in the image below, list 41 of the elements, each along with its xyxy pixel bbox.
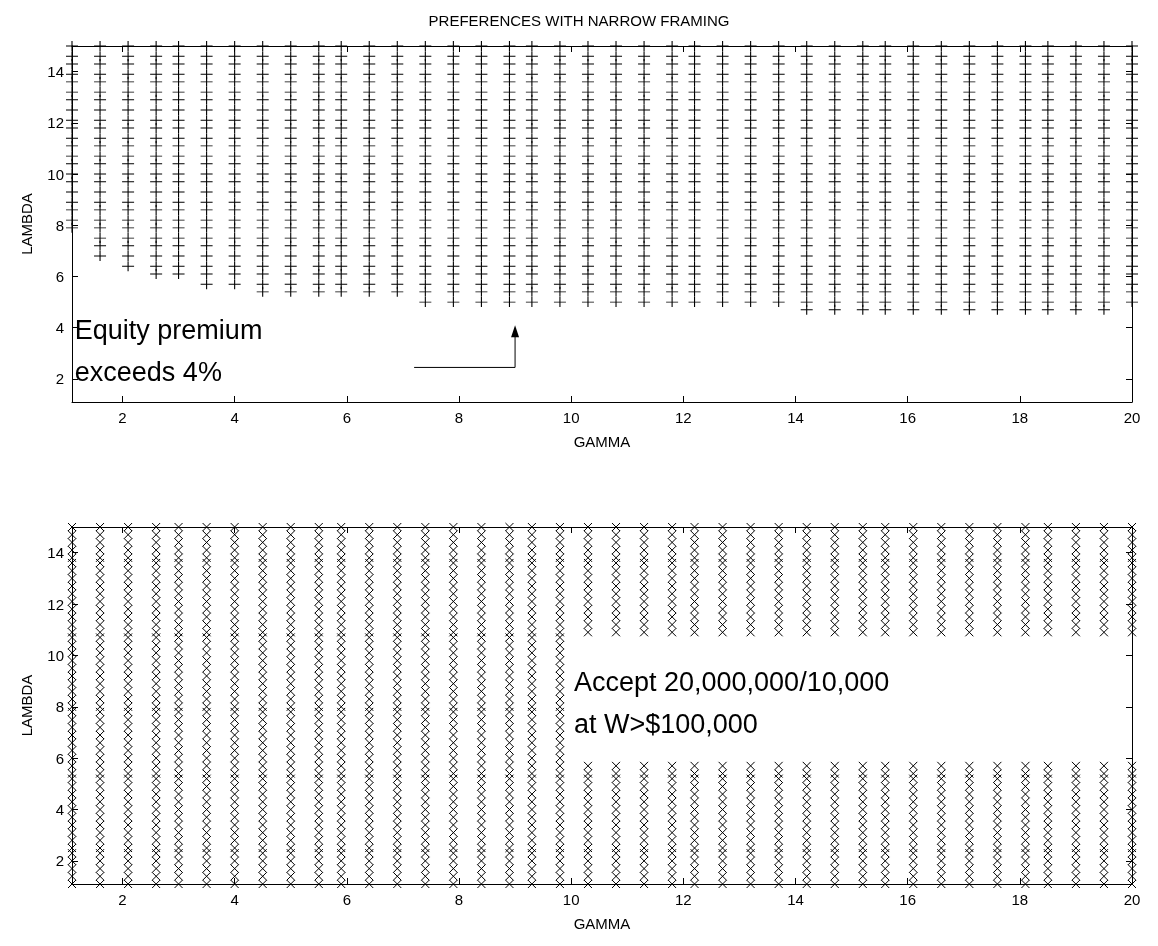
x-tick-label: 14 bbox=[787, 409, 804, 426]
x-tick-label: 10 bbox=[562, 409, 580, 426]
x-tick-label: 10 bbox=[562, 891, 580, 908]
x-tick-label: 4 bbox=[230, 409, 239, 426]
chart-title: PREFERENCES WITH NARROW FRAMING bbox=[428, 12, 730, 29]
x-tick-label: 6 bbox=[342, 409, 351, 426]
y-tick-label: 14 bbox=[47, 544, 64, 562]
y-tick-label: 6 bbox=[55, 268, 64, 285]
y-tick-label: 10 bbox=[47, 165, 64, 183]
y-tick-label: 2 bbox=[55, 370, 64, 388]
y-tick-label: 10 bbox=[47, 646, 64, 664]
x-tick-label: 20 bbox=[1123, 409, 1141, 426]
x-tick-label: 8 bbox=[454, 891, 464, 908]
x-axis-title: GAMMA bbox=[573, 433, 631, 450]
y-tick-label: 12 bbox=[47, 595, 64, 613]
x-tick-label: 20 bbox=[1123, 891, 1141, 908]
annotation: Equity premium exceeds 4% bbox=[74, 314, 263, 387]
x-tick-label: 2 bbox=[118, 891, 127, 908]
annotation: Accept 20,000,000/10,000 at W>$100,000 bbox=[573, 666, 890, 739]
x-tick-label: 12 bbox=[674, 409, 692, 426]
x-tick-label: 18 bbox=[1011, 409, 1029, 426]
y-tick-label: 2 bbox=[55, 852, 64, 870]
x-tick-label: 2 bbox=[118, 409, 127, 426]
x-tick-label: 6 bbox=[342, 891, 351, 908]
y-tick-label: 4 bbox=[55, 319, 64, 337]
x-tick-label: 8 bbox=[454, 409, 464, 426]
x-tick-label: 12 bbox=[674, 891, 692, 908]
y-axis-title: LAMBDA bbox=[18, 674, 35, 737]
x-tick-label: 4 bbox=[230, 891, 239, 908]
x-tick-label: 16 bbox=[899, 891, 917, 908]
y-tick-label: 4 bbox=[55, 801, 64, 819]
x-tick-label: 18 bbox=[1011, 891, 1029, 908]
y-tick-label: 8 bbox=[55, 216, 64, 234]
x-axis-title: GAMMA bbox=[573, 915, 631, 932]
y-axis-title: LAMBDA bbox=[18, 193, 35, 255]
x-tick-label: 16 bbox=[899, 409, 917, 426]
x-tick-label: 14 bbox=[787, 891, 804, 908]
y-tick-label: 12 bbox=[47, 114, 64, 132]
y-tick-label: 14 bbox=[47, 63, 64, 81]
y-tick-label: 8 bbox=[55, 698, 64, 716]
y-tick-label: 6 bbox=[55, 749, 64, 767]
